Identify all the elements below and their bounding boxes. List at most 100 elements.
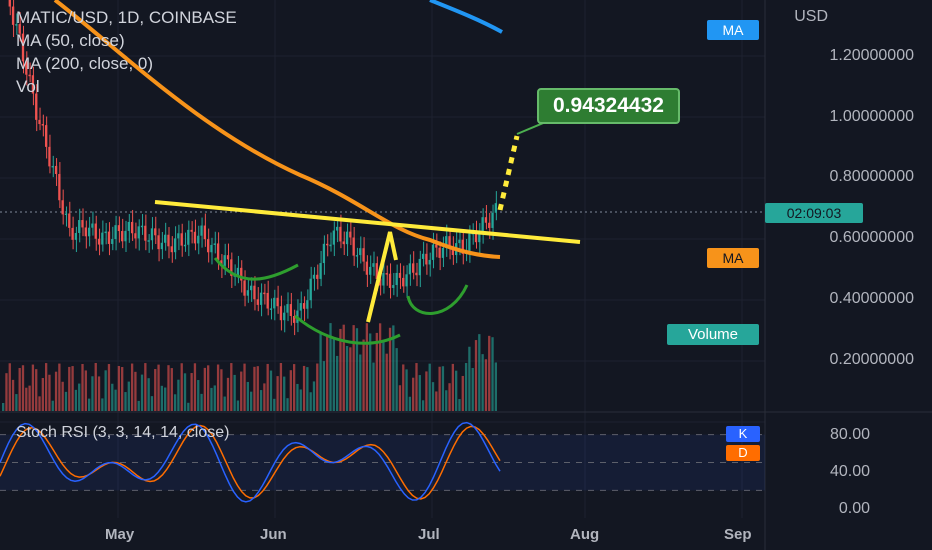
- volume-bar: [173, 394, 177, 411]
- volume-bar: [150, 396, 154, 411]
- volume-bar: [97, 376, 101, 411]
- candle-body: [58, 174, 61, 201]
- candle-body: [372, 263, 375, 267]
- volume-bar: [236, 400, 240, 411]
- ma200-line: [429, 0, 503, 34]
- volume-bar: [464, 363, 468, 411]
- volume-bar: [140, 374, 144, 411]
- volume-bar: [127, 381, 130, 411]
- candle-body: [412, 263, 415, 273]
- volume-bar: [269, 370, 273, 411]
- left-shoulder-arc: [213, 257, 299, 281]
- volume-bar: [78, 383, 81, 411]
- candle-body: [223, 255, 226, 266]
- candle-body: [266, 292, 269, 309]
- volume-bar: [415, 363, 418, 411]
- candle-body: [342, 241, 345, 245]
- volume-bar: [240, 371, 243, 411]
- ma50-legend[interactable]: MA (50, close): [16, 31, 125, 50]
- candle-body: [190, 229, 193, 232]
- candle-body: [134, 233, 137, 239]
- volume-bar: [180, 363, 183, 411]
- candle-body: [316, 274, 319, 279]
- candle-body: [491, 212, 494, 228]
- candle-body: [279, 306, 283, 321]
- ma200-legend[interactable]: MA (200, close, 0): [16, 54, 154, 73]
- candle-body: [253, 285, 256, 300]
- volume-bar: [28, 385, 31, 411]
- candle-body: [197, 235, 200, 244]
- volume-bar: [61, 381, 64, 411]
- candle-body: [114, 225, 117, 240]
- volume-bar: [154, 369, 157, 411]
- rsi-k-line: [0, 421, 501, 503]
- volume-bar: [91, 376, 94, 411]
- volume-bar: [461, 375, 464, 411]
- volume-bar: [431, 382, 435, 411]
- candle-body: [461, 239, 464, 254]
- volume-badge[interactable]: Volume: [667, 324, 759, 345]
- volume-bar: [74, 389, 78, 411]
- volume-bar: [81, 363, 84, 411]
- candle-body: [104, 231, 107, 234]
- volume-bar: [15, 394, 18, 411]
- volume-bar: [398, 385, 402, 411]
- candle-body: [157, 235, 160, 250]
- symbol-title: MATIC/USD, 1D, COINBASE: [16, 8, 237, 27]
- ma50-badge[interactable]: MA: [707, 248, 759, 268]
- volume-bar: [378, 323, 382, 411]
- candle-body: [302, 303, 306, 309]
- ma200-badge[interactable]: MA: [707, 20, 759, 40]
- candle-body: [183, 244, 187, 247]
- candle-body: [127, 221, 130, 231]
- volume-bar: [5, 373, 8, 411]
- candle-body: [154, 228, 157, 236]
- volume-bar: [114, 389, 117, 411]
- volume-bar: [38, 396, 41, 411]
- volume-bar: [402, 364, 405, 411]
- volume-bar: [104, 370, 107, 411]
- volume-bar: [233, 374, 236, 411]
- candle-body: [319, 263, 322, 279]
- candle-body: [448, 236, 451, 248]
- candle-body: [402, 277, 405, 287]
- candlesticks: [8, 0, 497, 336]
- candle-body: [494, 203, 497, 213]
- candle-body: [213, 243, 216, 245]
- volume-bar: [289, 370, 292, 411]
- volume-bar: [246, 381, 249, 411]
- volume-bar: [335, 355, 339, 411]
- month-label: Aug: [570, 526, 600, 543]
- candle-body: [355, 255, 359, 257]
- volume-bar: [451, 363, 455, 411]
- volume-bar: [41, 378, 44, 411]
- volume-bar: [279, 363, 283, 411]
- volume-bar: [359, 354, 362, 411]
- month-label: Jun: [260, 526, 287, 543]
- volume-bar: [230, 363, 233, 411]
- volume-bar: [193, 363, 197, 411]
- candle-body: [137, 226, 140, 239]
- volume-bar: [283, 376, 286, 411]
- volume-legend[interactable]: Vol: [16, 77, 40, 96]
- candle-body: [488, 222, 491, 228]
- volume-bar: [213, 385, 216, 411]
- volume-bar: [137, 400, 140, 411]
- candle-body: [289, 304, 292, 316]
- candle-body: [101, 232, 104, 245]
- candle-body: [392, 285, 395, 288]
- volume-bar: [349, 347, 352, 411]
- candle-body: [11, 6, 15, 25]
- volume-bar: [388, 327, 392, 411]
- volume-bar: [68, 366, 71, 411]
- rsi-tick: 80.00: [829, 426, 870, 443]
- volume-bar: [455, 370, 458, 411]
- volume-bar: [481, 354, 484, 411]
- volume-bar: [273, 398, 276, 411]
- volume-bar: [167, 365, 170, 411]
- candle-body: [408, 263, 412, 275]
- volume-bar: [250, 391, 253, 411]
- volume-bar: [25, 387, 28, 411]
- volume-bar: [425, 371, 428, 411]
